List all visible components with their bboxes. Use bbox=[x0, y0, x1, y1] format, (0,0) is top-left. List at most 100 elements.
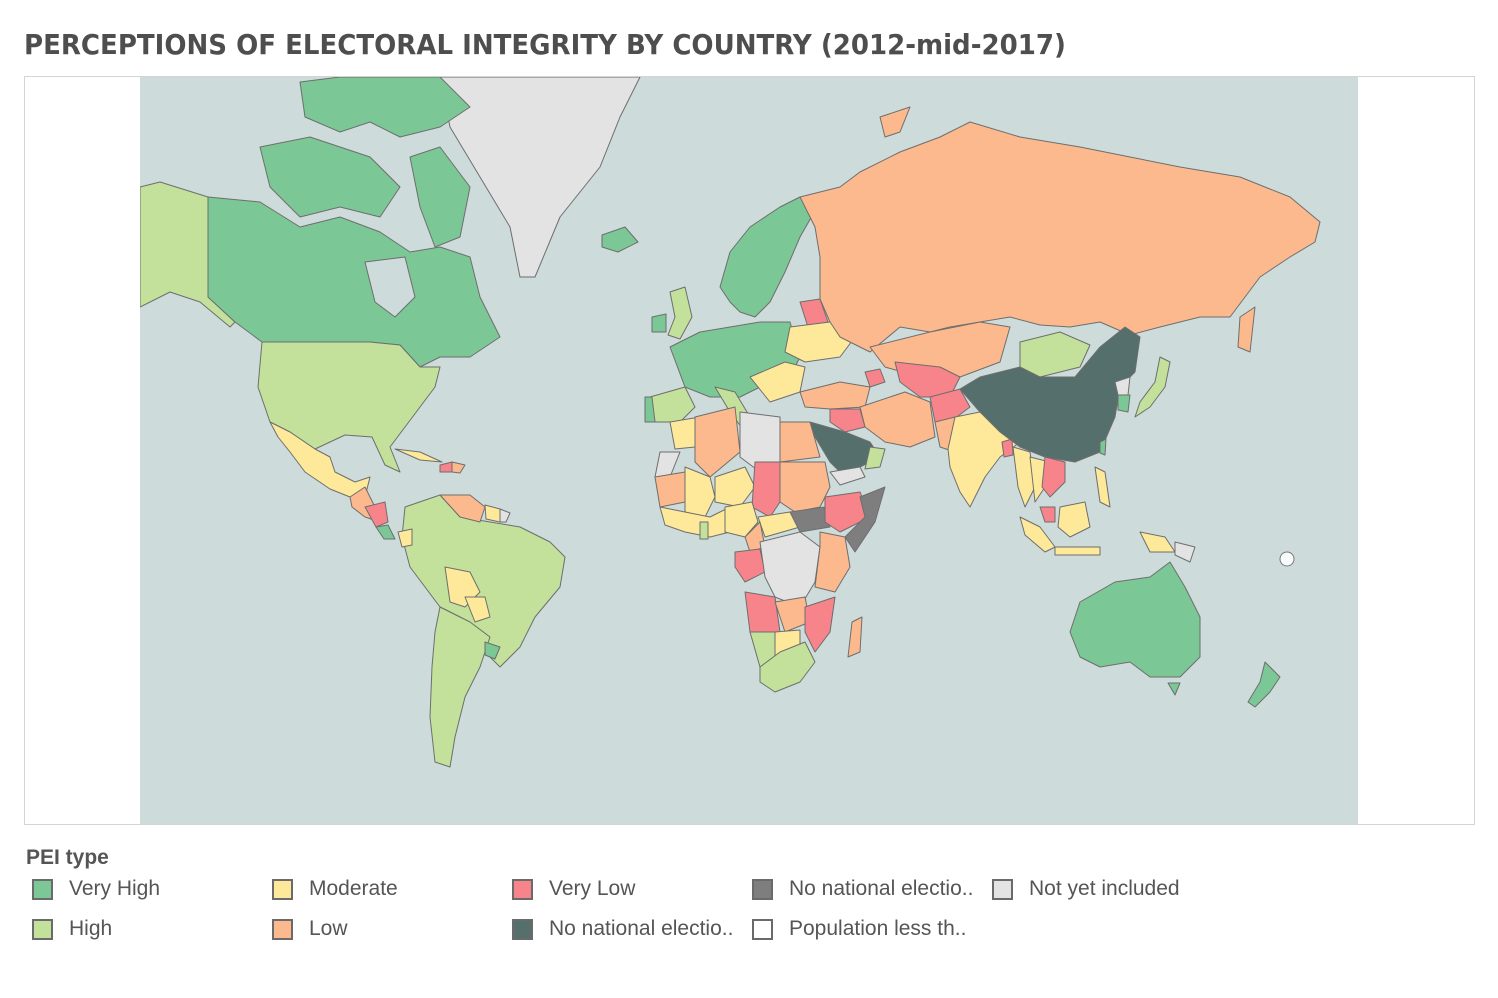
region-nigeria[interactable] bbox=[724, 501, 759, 538]
region-haiti[interactable] bbox=[439, 461, 453, 473]
region-hudson-bay bbox=[364, 256, 416, 318]
region-yemen[interactable] bbox=[829, 466, 866, 486]
region-mozambique-zimbabwe[interactable] bbox=[804, 596, 836, 653]
region-kamchatka[interactable] bbox=[1237, 306, 1256, 353]
legend-item-high[interactable]: High bbox=[32, 916, 112, 942]
region-brazil[interactable] bbox=[401, 494, 566, 668]
region-egypt[interactable] bbox=[779, 421, 821, 463]
region-mauritania[interactable] bbox=[654, 471, 686, 508]
region-oman[interactable] bbox=[864, 446, 886, 470]
region-afghanistan[interactable] bbox=[929, 388, 971, 423]
region-somalia[interactable] bbox=[844, 486, 886, 553]
map-svg bbox=[140, 77, 1321, 768]
legend-title: PEI type bbox=[26, 846, 109, 869]
region-papua[interactable] bbox=[1139, 531, 1176, 553]
swatch-high bbox=[32, 918, 53, 940]
region-tasmania[interactable] bbox=[1167, 682, 1181, 696]
swatch-no-elections-dark bbox=[512, 918, 533, 940]
region-myanmar[interactable] bbox=[1012, 446, 1036, 508]
legend-label: No national electio.. bbox=[789, 877, 974, 900]
legend-item-population-less[interactable]: Population less th.. bbox=[752, 916, 966, 942]
region-niger[interactable] bbox=[714, 466, 756, 508]
region-nicaragua[interactable] bbox=[364, 501, 389, 528]
legend-item-not-yet-included[interactable]: Not yet included bbox=[992, 876, 1180, 902]
region-dr-congo[interactable] bbox=[759, 531, 821, 608]
region-mexico[interactable] bbox=[269, 421, 371, 498]
region-alaska[interactable] bbox=[140, 181, 236, 328]
legend-label: Population less th.. bbox=[789, 917, 967, 940]
swatch-very-low bbox=[512, 878, 533, 900]
region-argentina[interactable] bbox=[429, 606, 491, 768]
world-map[interactable] bbox=[140, 77, 1358, 824]
swatch-not-yet-included bbox=[992, 878, 1013, 900]
region-bangladesh[interactable] bbox=[1001, 438, 1014, 458]
region-spain[interactable] bbox=[649, 386, 696, 423]
region-japan[interactable] bbox=[1134, 356, 1171, 418]
region-uruguay[interactable] bbox=[484, 641, 501, 660]
region-java[interactable] bbox=[1054, 546, 1101, 556]
region-madagascar[interactable] bbox=[847, 616, 863, 658]
legend-label: Low bbox=[309, 917, 348, 940]
region-venezuela[interactable] bbox=[439, 494, 486, 523]
region-east-africa[interactable] bbox=[814, 531, 851, 593]
region-ethiopia[interactable] bbox=[824, 491, 871, 533]
region-cuba[interactable] bbox=[394, 448, 443, 463]
region-ecuador[interactable] bbox=[397, 528, 413, 548]
page-title: PERCEPTIONS OF ELECTORAL INTEGRITY BY CO… bbox=[24, 28, 1066, 61]
region-australia[interactable] bbox=[1069, 561, 1201, 678]
region-portugal[interactable] bbox=[644, 396, 656, 423]
legend-item-moderate[interactable]: Moderate bbox=[272, 876, 398, 902]
region-south-korea[interactable] bbox=[1117, 394, 1131, 413]
legend-label: Moderate bbox=[309, 877, 398, 900]
legend-label: Very High bbox=[69, 877, 161, 900]
legend-item-very-high[interactable]: Very High bbox=[32, 876, 160, 902]
region-paraguay[interactable] bbox=[464, 596, 491, 623]
legend-item-no-elections-dark[interactable]: No national electio.. bbox=[512, 916, 733, 942]
region-mongolia[interactable] bbox=[1019, 331, 1091, 378]
legend-item-no-elections-grey[interactable]: No national electio.. bbox=[752, 876, 973, 902]
region-png[interactable] bbox=[1174, 541, 1196, 563]
region-iran[interactable] bbox=[859, 391, 936, 448]
region-canada-islands[interactable] bbox=[299, 77, 471, 138]
legend-label: Very Low bbox=[549, 877, 636, 900]
legend-label: No national electio.. bbox=[549, 917, 734, 940]
region-balkans[interactable] bbox=[749, 361, 806, 403]
region-congo-gabon[interactable] bbox=[734, 548, 766, 583]
region-angola[interactable] bbox=[744, 591, 781, 633]
region-turkey[interactable] bbox=[799, 381, 871, 410]
region-russia[interactable] bbox=[799, 121, 1321, 353]
region-uk[interactable] bbox=[667, 286, 693, 340]
region-new-zealand[interactable] bbox=[1247, 661, 1281, 708]
region-guyana[interactable] bbox=[484, 504, 501, 523]
region-algeria[interactable] bbox=[694, 406, 741, 478]
region-malaysia[interactable] bbox=[1039, 506, 1056, 523]
region-canada-islands-2[interactable] bbox=[259, 136, 401, 218]
region-ireland[interactable] bbox=[651, 313, 667, 333]
legend-item-very-low[interactable]: Very Low bbox=[512, 876, 635, 902]
region-small-population-marker[interactable] bbox=[1279, 551, 1295, 567]
region-philippines[interactable] bbox=[1094, 466, 1111, 508]
legend-item-low[interactable]: Low bbox=[272, 916, 348, 942]
region-novaya-zemlya[interactable] bbox=[879, 106, 911, 138]
region-taiwan[interactable] bbox=[1099, 438, 1107, 456]
swatch-low bbox=[272, 918, 293, 940]
region-sumatra[interactable] bbox=[1019, 516, 1056, 553]
region-costa-rica[interactable] bbox=[375, 524, 396, 540]
region-caucasus[interactable] bbox=[864, 368, 886, 388]
region-chad[interactable] bbox=[751, 461, 781, 518]
region-ghana[interactable] bbox=[699, 521, 709, 540]
region-borneo[interactable] bbox=[1057, 501, 1091, 538]
region-mali[interactable] bbox=[684, 466, 716, 518]
region-greenland[interactable] bbox=[439, 77, 641, 278]
region-sudan[interactable] bbox=[779, 461, 831, 513]
region-iraq-syria[interactable] bbox=[829, 408, 866, 433]
region-south-sudan[interactable] bbox=[789, 506, 831, 533]
region-french-guiana[interactable] bbox=[499, 508, 511, 523]
region-iceland[interactable] bbox=[601, 226, 639, 253]
legend: PEI type Very High High Moderate Low Ver… bbox=[26, 846, 1226, 966]
region-baffin[interactable] bbox=[409, 146, 471, 248]
region-scandinavia[interactable] bbox=[719, 196, 821, 318]
region-dominican[interactable] bbox=[451, 461, 466, 474]
region-south-africa[interactable] bbox=[759, 641, 816, 693]
region-vietnam-cambodia[interactable] bbox=[1041, 456, 1066, 498]
